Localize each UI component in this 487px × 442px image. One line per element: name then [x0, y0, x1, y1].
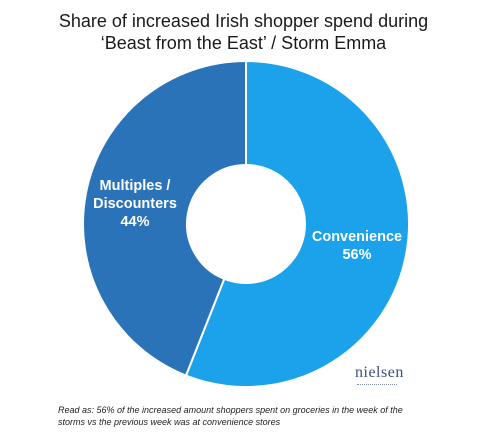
footnote: Read as: 56% of the increased amount sho… [58, 404, 438, 428]
slice-value-label: 56% [342, 247, 371, 263]
chart-title: Share of increased Irish shopper spend d… [0, 10, 487, 54]
chart-title-line-1: Share of increased Irish shopper spend d… [58, 11, 429, 31]
slice-value-label: 44% [120, 214, 149, 230]
footnote-line-1: Read as: 56% of the increased amount sho… [58, 405, 403, 415]
slice-convenience [184, 59, 410, 388]
slice-name-label: Multiples / [100, 178, 171, 194]
slice-name-label: Discounters [93, 196, 177, 212]
nielsen-logo: nielsen [355, 364, 404, 381]
footnote-line-2: storms vs the previous week was at conve… [58, 417, 281, 427]
logo-underline [357, 384, 397, 386]
slice-multiples-discounters [82, 59, 247, 377]
chart-title-line-2: ‘Beast from the East’ / Storm Emma [100, 33, 387, 53]
slice-name-label: Convenience [312, 229, 402, 245]
